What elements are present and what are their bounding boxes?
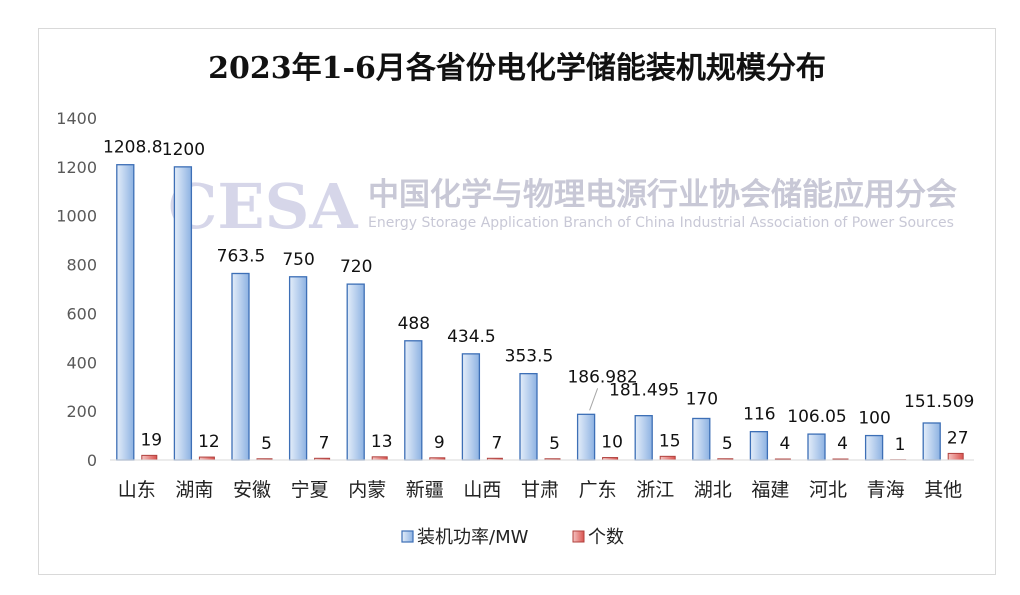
- category-label: 广东: [579, 479, 617, 501]
- data-label-count: 4: [837, 434, 848, 454]
- chart-title: 2023年1-6月各省份电化学储能装机规模分布: [208, 51, 826, 86]
- y-tick-label: 0: [87, 451, 97, 470]
- data-label-count: 4: [779, 434, 790, 454]
- y-axis: 0 200 400 600 800 1000 1200 1400: [56, 109, 97, 470]
- bar-power: [519, 372, 538, 461]
- data-label-power: 353.5: [505, 347, 554, 367]
- bar-count: [141, 454, 158, 461]
- bar-power: [807, 433, 826, 461]
- watermark-logo: CESA: [168, 170, 358, 243]
- data-labels: 1208.8 19 1200 12 763.5 5 750 7 720 13 488 9 434.5 7 3…: [103, 138, 974, 455]
- data-label-power: 488: [398, 314, 430, 334]
- category-label: 内蒙: [348, 479, 386, 501]
- bar-power: [231, 272, 250, 461]
- bar-power: [461, 353, 481, 461]
- data-label-count: 5: [261, 434, 272, 454]
- category-label: 浙江: [636, 479, 674, 501]
- watermark-org-en: Energy Storage Application Branch of Chi…: [368, 215, 954, 231]
- bar-power: [116, 164, 135, 461]
- bar-count: [947, 452, 964, 461]
- data-label-count: 5: [549, 434, 560, 454]
- bar-count: [659, 455, 676, 461]
- category-label: 其他: [924, 479, 962, 501]
- data-label-count: 5: [722, 434, 733, 454]
- category-label: 宁夏: [291, 479, 329, 501]
- category-label: 山东: [118, 479, 156, 501]
- y-tick-label: 600: [66, 304, 97, 323]
- data-label-power: 186.982: [567, 367, 637, 387]
- bar-power: [749, 431, 769, 461]
- category-label: 青海: [867, 479, 905, 501]
- bar-power: [692, 417, 711, 461]
- data-label-count: 27: [947, 428, 969, 448]
- category-label: 新疆: [406, 479, 444, 501]
- data-label-count: 7: [319, 433, 330, 453]
- watermark-org-zh: 中国化学与物理电源行业协会储能应用分会: [368, 177, 957, 213]
- data-label-count: 7: [491, 433, 502, 453]
- category-label: 山西: [463, 479, 501, 501]
- bar-power: [173, 166, 193, 461]
- bars: [116, 164, 964, 461]
- data-label-power: 750: [282, 250, 314, 270]
- data-label-count: 15: [659, 431, 681, 451]
- data-label-power: 100: [858, 409, 890, 429]
- bar-power: [346, 283, 365, 461]
- data-label-power: 181.495: [609, 381, 679, 401]
- category-label: 湖北: [694, 479, 732, 501]
- watermark: CESA 中国化学与物理电源行业协会储能应用分会 Energy Storage …: [168, 170, 957, 243]
- bar-power: [634, 415, 653, 461]
- data-label-power: 720: [340, 257, 372, 277]
- leader-line: [589, 388, 599, 411]
- legend-swatch-power: [401, 530, 414, 543]
- data-label-count: 9: [434, 433, 445, 453]
- y-tick-label: 1200: [56, 158, 97, 177]
- y-tick-label: 200: [66, 402, 97, 421]
- category-label: 福建: [751, 479, 789, 501]
- legend-label-count: 个数: [588, 527, 624, 548]
- data-label-count: 1: [895, 435, 906, 455]
- data-label-count: 10: [601, 433, 623, 453]
- data-label-power: 170: [686, 389, 718, 409]
- category-labels: 山东 湖南 安徽 宁夏 内蒙 新疆 山西 甘肃 广东 浙江 湖北 福建 河北 青海 其他: [118, 479, 962, 501]
- legend-swatch-count: [572, 530, 585, 543]
- category-label: 甘肃: [521, 479, 559, 501]
- category-label: 河北: [809, 479, 847, 501]
- bar-power: [864, 434, 884, 461]
- y-tick-label: 1400: [56, 109, 97, 128]
- data-label-power: 151.509: [904, 392, 974, 412]
- data-label-power: 1200: [162, 140, 205, 160]
- bar-power: [576, 413, 596, 461]
- data-label-power: 434.5: [447, 327, 496, 347]
- data-label-power: 116: [743, 405, 775, 425]
- bar-power: [288, 276, 308, 461]
- y-tick-label: 1000: [56, 207, 97, 226]
- category-label: 湖南: [175, 479, 213, 501]
- bar-power: [404, 340, 423, 461]
- bar-power: [922, 422, 941, 461]
- data-label-count: 13: [371, 432, 393, 452]
- data-label-count: 19: [140, 430, 162, 450]
- data-label-power: 763.5: [217, 246, 266, 266]
- y-tick-label: 400: [66, 353, 97, 372]
- data-label-count: 12: [198, 432, 220, 452]
- data-label-power: 106.05: [787, 407, 846, 427]
- chart-frame: [38, 28, 996, 575]
- legend: 装机功率/MW 个数: [401, 527, 624, 548]
- y-tick-label: 800: [66, 256, 97, 275]
- data-label-power: 1208.8: [103, 138, 162, 158]
- category-label: 安徽: [233, 479, 271, 501]
- legend-label-power: 装机功率/MW: [417, 527, 529, 548]
